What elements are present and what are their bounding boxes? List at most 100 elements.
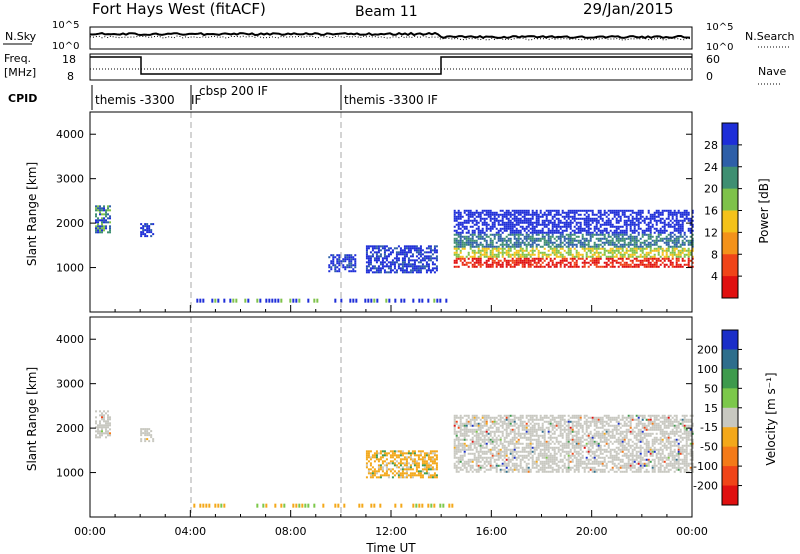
data-cell: [551, 426, 554, 429]
data-cell: [517, 241, 520, 244]
data-cell: [509, 420, 512, 423]
data-cell: [549, 257, 552, 260]
data-cell: [385, 472, 388, 475]
data-cell: [577, 422, 580, 425]
data-cell: [152, 440, 155, 443]
data-cell: [571, 424, 574, 427]
data-cell: [459, 466, 462, 469]
data-region: [140, 428, 155, 443]
data-cell: [503, 414, 506, 417]
data-cell: [515, 416, 518, 419]
data-cell: [563, 223, 566, 226]
data-cell: [609, 420, 612, 423]
data-cell: [467, 460, 470, 463]
data-cell: [567, 243, 570, 246]
data-cell: [663, 263, 666, 266]
data-cell: [465, 219, 468, 222]
data-cell: [539, 259, 542, 262]
data-cell: [687, 261, 690, 264]
data-cell: [551, 233, 554, 236]
data-cell: [551, 225, 554, 228]
data-cell: [385, 454, 388, 457]
data-cell: [413, 247, 416, 250]
data-cell: [105, 209, 108, 212]
data-cell: [609, 418, 612, 421]
data-cell: [505, 263, 508, 266]
data-cell: [491, 257, 494, 260]
data-cell: [665, 239, 668, 242]
data-cell: [407, 462, 410, 465]
data-cell: [619, 422, 622, 425]
data-cell: [571, 241, 574, 244]
data-cell: [567, 436, 570, 439]
data-cell: [523, 253, 526, 256]
data-cell: [599, 418, 602, 421]
data-cell: [99, 434, 102, 437]
data-cell: [533, 249, 536, 252]
data-cell: [685, 253, 688, 256]
data-cell: [387, 247, 390, 250]
data-cell: [619, 229, 622, 232]
data-cell: [551, 414, 554, 417]
data-cell: [577, 436, 580, 439]
data-cell: [411, 247, 414, 250]
data-cell: [589, 247, 592, 250]
data-cell: [587, 440, 590, 443]
data-cell: [475, 462, 478, 465]
data-cell: [521, 428, 524, 431]
data-cell: [523, 448, 526, 451]
data-cell: [553, 219, 556, 222]
data-cell: [469, 239, 472, 242]
data-cell: [505, 211, 508, 214]
data-cell: [491, 430, 494, 433]
data-cell: [555, 261, 558, 264]
data-cell: [503, 470, 506, 473]
data-cell: [455, 215, 458, 218]
data-cell: [555, 211, 558, 214]
data-cell: [501, 217, 504, 220]
data-cell: [459, 239, 462, 242]
data-cell: [615, 438, 618, 441]
data-cell: [431, 263, 434, 266]
data-cell: [555, 462, 558, 465]
data-cell: [601, 233, 604, 236]
data-cell: [557, 225, 560, 228]
data-cell: [603, 456, 606, 459]
data-cell: [563, 257, 566, 260]
data-cell: [645, 229, 648, 232]
data-cell: [677, 255, 680, 258]
data-cell: [531, 257, 534, 260]
data-cell: [583, 468, 586, 471]
data-cell: [577, 239, 580, 242]
data-cell: [99, 424, 102, 427]
data-cell: [481, 247, 484, 250]
data-cell: [105, 430, 108, 433]
data-cell: [499, 209, 502, 212]
data-cell: [615, 233, 618, 236]
data-cell: [499, 448, 502, 451]
data-cell: [669, 211, 672, 214]
data-cell: [519, 253, 522, 256]
data-cell: [537, 468, 540, 471]
data-cell: [651, 265, 654, 268]
data-cell: [535, 418, 538, 421]
data-cell: [411, 462, 414, 465]
data-cell: [595, 263, 598, 266]
data-cell: [615, 432, 618, 435]
data-cell: [475, 243, 478, 246]
data-cell: [421, 249, 424, 252]
data-cell: [555, 438, 558, 441]
data-cell: [515, 231, 518, 234]
data-cell: [551, 259, 554, 262]
data-cell: [615, 243, 618, 246]
data-cell: [501, 245, 504, 248]
data-cell: [603, 211, 606, 214]
data-cell: [593, 253, 596, 256]
data-cell: [601, 237, 604, 240]
data-cell: [505, 458, 508, 461]
data-cell: [675, 227, 678, 230]
data-cell: [371, 247, 374, 250]
data-cell: [350, 266, 353, 269]
data-cell: [537, 219, 540, 222]
data-cell: [621, 416, 624, 419]
